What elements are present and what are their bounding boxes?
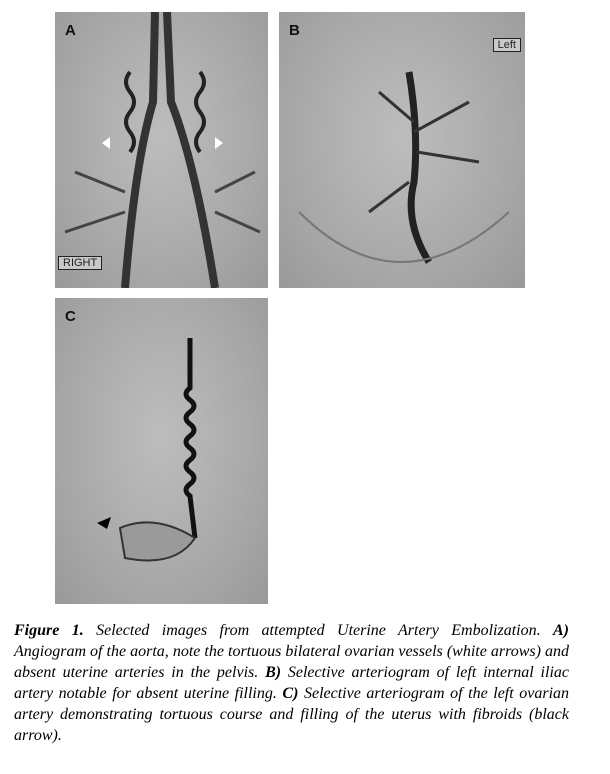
panel-label: C [65, 308, 76, 325]
caption-part-label: B) [265, 664, 282, 681]
figure-caption: Figure 1. Selected images from attempted… [14, 620, 569, 746]
caption-intro: Selected images from attempted Uterine A… [96, 622, 541, 639]
caption-figure: Figure 1. [14, 622, 84, 639]
panel-tag: Left [492, 38, 521, 52]
panel-tag: RIGHT [58, 256, 103, 270]
panel-c: C [55, 298, 268, 604]
panel-b: B Left [279, 12, 525, 288]
angiogram [97, 338, 198, 562]
caption-part-text: Angiogram of the aorta, note the tortuou… [14, 643, 569, 681]
angiogram [298, 71, 510, 264]
panel-a: A RIGHT [55, 12, 268, 288]
panel-label: A [65, 22, 76, 39]
panel-label: B [289, 22, 300, 39]
caption-part-text: Selective arteriogram of left internal i… [14, 664, 569, 702]
caption-part-label: C) [282, 685, 299, 702]
angiogram [64, 12, 261, 288]
caption-part-text: Selective arteriogram of the left ovaria… [14, 685, 570, 744]
caption-part-label: A) [553, 622, 569, 639]
